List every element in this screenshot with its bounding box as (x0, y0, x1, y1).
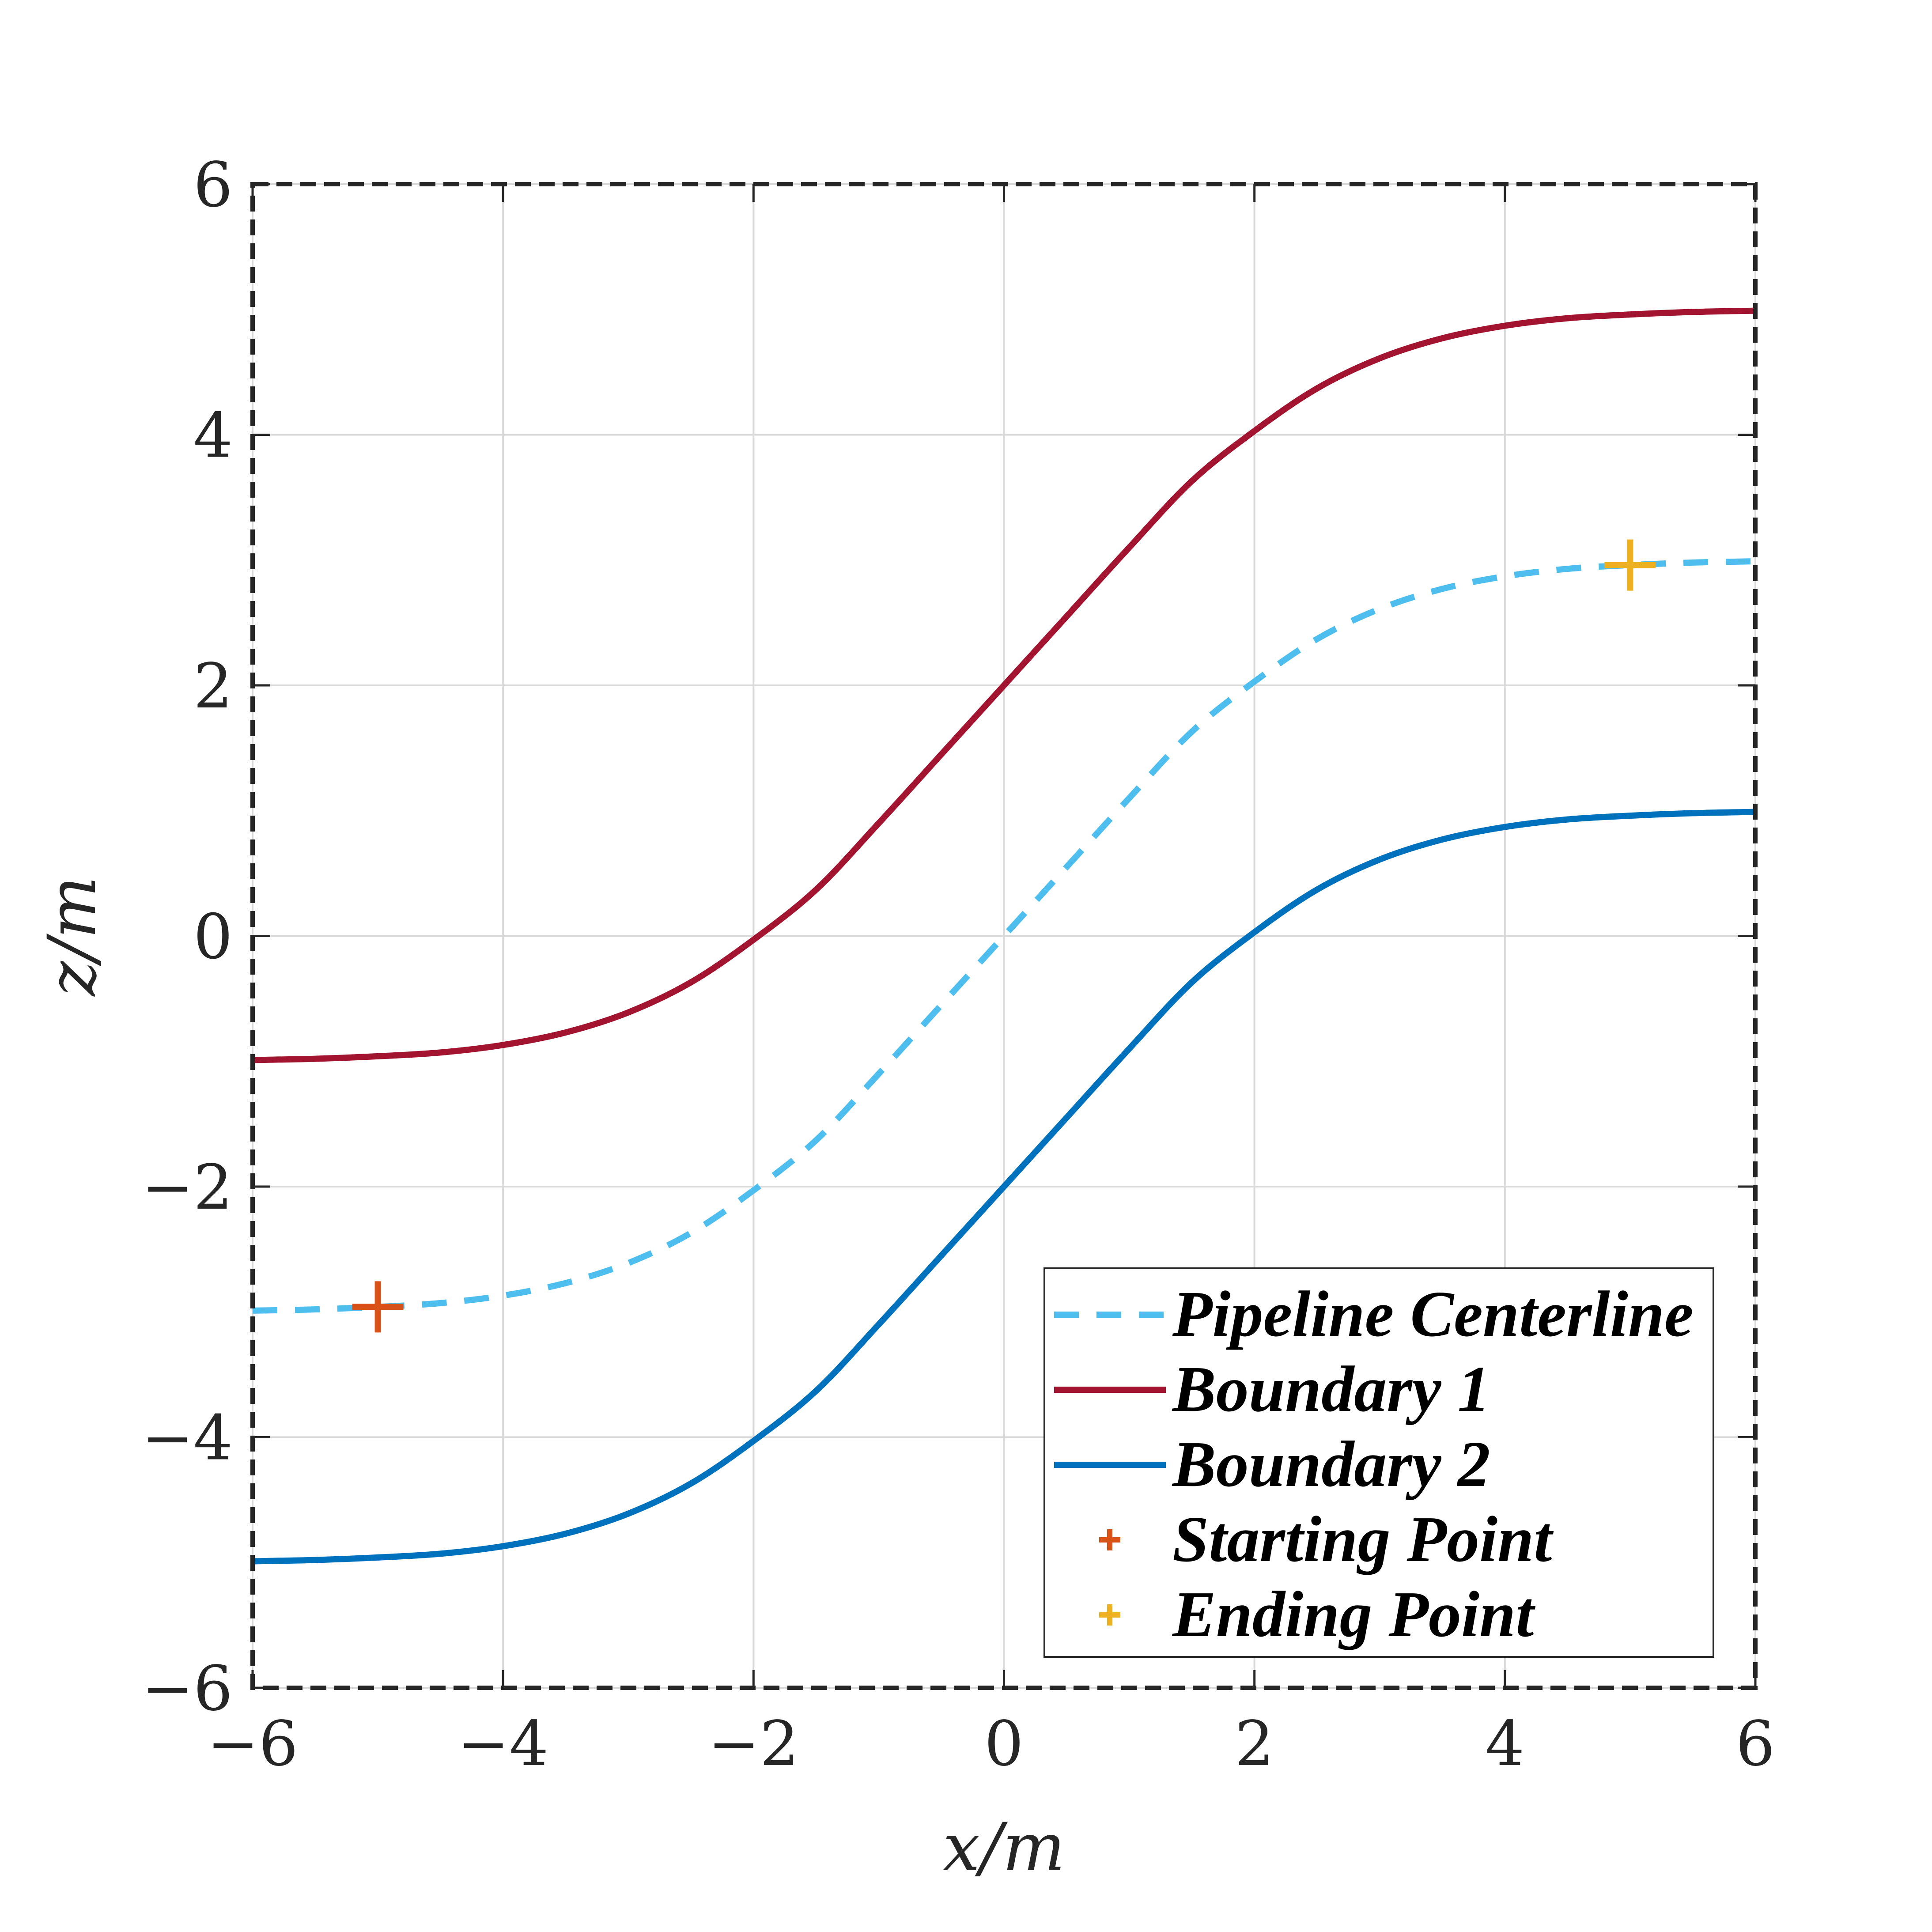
x-tick-label: −2 (708, 1708, 799, 1780)
point-marker-2 (1604, 539, 1656, 591)
series-layer (252, 307, 1756, 1565)
series-line-1 (252, 558, 1756, 1314)
points-layer (352, 539, 1656, 1333)
legend-label: Pipeline Centerline (1172, 1278, 1694, 1350)
legend-entry-3: Boundary 2 (1054, 1428, 1490, 1501)
legend-entry-1: Pipeline Centerline (1054, 1278, 1694, 1350)
y-tick-label: −2 (142, 1152, 233, 1224)
legend-marker (1099, 1604, 1120, 1626)
series-line-3 (252, 809, 1756, 1565)
x-tick-label: 6 (1735, 1708, 1775, 1780)
point-marker-1 (352, 1281, 404, 1333)
legend-label: Boundary 2 (1172, 1428, 1490, 1501)
legend-label: Starting Point (1172, 1503, 1554, 1576)
x-tick-label: 4 (1485, 1708, 1524, 1780)
y-tick-label: −6 (142, 1653, 233, 1725)
legend-label: Boundary 1 (1172, 1353, 1490, 1425)
legend-entry-5: Ending Point (1099, 1578, 1535, 1651)
y-tick-label: 2 (193, 650, 233, 722)
tick-labels: −6 −4 −2 0 2 4 6 −6 −4 −2 0 2 4 6 (142, 149, 1775, 1780)
x-tick-label: −6 (207, 1708, 298, 1780)
plot-frame (250, 182, 1758, 1690)
y-tick-label: 6 (193, 149, 233, 221)
x-tick-label: −4 (457, 1708, 548, 1780)
y-tick-label: 4 (193, 400, 233, 472)
y-tick-label: −4 (142, 1403, 233, 1475)
x-tick-label: 2 (1235, 1708, 1274, 1780)
x-axis-label: x/m (943, 1809, 1065, 1886)
legend-label: Ending Point (1172, 1578, 1535, 1651)
series-line-2 (252, 307, 1756, 1063)
y-axis-label: z/m (34, 876, 111, 997)
legend-entry-2: Boundary 1 (1054, 1353, 1490, 1425)
legend-entry-4: Starting Point (1099, 1503, 1554, 1576)
legend-marker (1099, 1529, 1120, 1550)
x-tick-label: 0 (984, 1708, 1024, 1780)
y-tick-label: 0 (193, 901, 233, 973)
